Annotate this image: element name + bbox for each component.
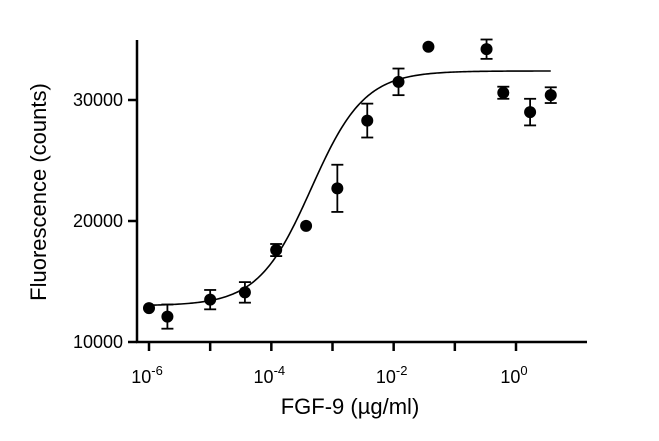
x-tick-exponent: -4 xyxy=(274,363,286,378)
data-point xyxy=(300,219,313,232)
x-tick-label: 100 xyxy=(500,363,527,387)
data-points xyxy=(143,40,557,323)
data-point xyxy=(143,302,155,315)
data-point xyxy=(204,293,217,306)
x-tick-exponent: 0 xyxy=(520,363,527,378)
y-tick-label: 10000 xyxy=(73,332,123,352)
data-point xyxy=(331,182,344,195)
x-tick-base: 10 xyxy=(500,367,520,387)
error-bars xyxy=(161,38,557,330)
x-axis-title: FGF-9 (µg/ml) xyxy=(281,394,420,419)
fit-curve xyxy=(148,70,551,306)
x-tick-base: 10 xyxy=(131,367,151,387)
data-point xyxy=(524,106,537,119)
data-point xyxy=(361,114,374,127)
data-point xyxy=(480,43,493,56)
y-tick-label: 20000 xyxy=(73,211,123,231)
x-tick-base: 10 xyxy=(376,367,396,387)
data-point xyxy=(238,286,251,299)
x-tick-exponent: -2 xyxy=(396,363,408,378)
x-tick-base: 10 xyxy=(254,367,274,387)
data-point xyxy=(270,244,283,257)
data-point xyxy=(497,86,510,99)
axes xyxy=(135,40,587,344)
data-point xyxy=(161,310,174,323)
y-tick-label: 30000 xyxy=(73,90,123,110)
y-axis-ticks: 10000 20000 30000 xyxy=(73,90,137,352)
data-point xyxy=(392,75,405,88)
data-point xyxy=(422,40,435,53)
x-tick-label: 10-2 xyxy=(376,363,408,387)
data-point xyxy=(544,89,557,102)
x-axis-ticks: 10-6 10-4 10-2 100 xyxy=(131,342,528,387)
x-tick-label: 10-6 xyxy=(131,363,163,387)
x-tick-exponent: -6 xyxy=(151,363,163,378)
y-axis-title: Fluorescence (counts) xyxy=(26,83,51,301)
x-tick-label: 10-4 xyxy=(254,363,286,387)
